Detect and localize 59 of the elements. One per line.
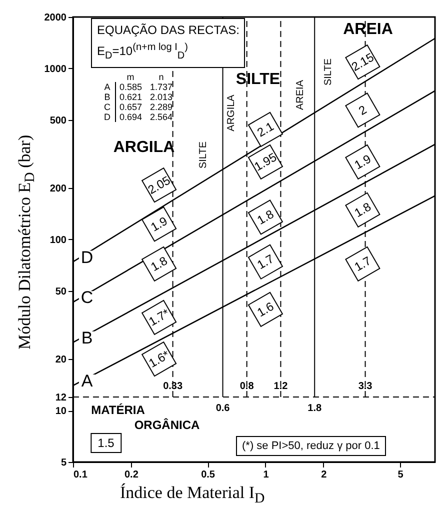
- annotation: ORGÂNICA: [134, 418, 200, 432]
- annotation: 2.1: [254, 119, 276, 140]
- y-tick-label: 500: [50, 115, 67, 126]
- series-label: B: [81, 328, 93, 348]
- annotation: 1.7: [352, 254, 374, 274]
- annotation: B 0.621 2.013: [103, 92, 174, 102]
- ref-line-label: 0.8: [240, 380, 254, 392]
- ref-line-label: 1.8: [308, 402, 322, 414]
- y-tick-label: 200: [50, 184, 67, 195]
- annotation: ARGILA: [113, 139, 175, 156]
- annotation: AREIA: [343, 21, 393, 38]
- annotation: 1.7*: [146, 306, 172, 329]
- y-tick-label: 12: [55, 392, 67, 404]
- y-tick-label: 50: [55, 286, 67, 298]
- annotation: EQUAÇÃO DAS RECTAS:: [97, 23, 240, 37]
- annotation: (*) se PI>50, reduz γ por 0.1: [236, 436, 386, 456]
- annotation: 1.9: [148, 214, 170, 234]
- annotation: 2.05: [145, 173, 173, 198]
- ref-line-label: 1.2: [274, 380, 288, 392]
- ref-line-label: 0.6: [216, 402, 230, 414]
- series-label: D: [80, 248, 94, 267]
- annotation: SILTE: [236, 71, 280, 88]
- annotation: A 0.585 1.737: [103, 82, 174, 92]
- text: m n: [126, 72, 164, 82]
- series-label: C: [80, 288, 94, 308]
- series-label: A: [81, 372, 94, 391]
- annotation: AREIA: [295, 80, 306, 110]
- ref-line-label: 3.3: [358, 380, 373, 392]
- ref-line-label: 0.33: [163, 380, 183, 392]
- annotation: 1.7: [254, 251, 276, 272]
- annotation: MATÉRIA: [91, 403, 145, 417]
- x-tick-label: 2: [321, 470, 328, 480]
- annotation: C 0.657 2.289: [103, 102, 174, 112]
- annotation: 2: [356, 102, 370, 118]
- y-tick-label: 5: [60, 458, 67, 468]
- annotation: 1.95: [252, 150, 280, 174]
- annotation: 2.15: [349, 50, 377, 74]
- annotation: 1.5: [90, 433, 122, 453]
- y-tick-label: 100: [50, 235, 67, 246]
- annotation: D 0.694 2.564: [103, 112, 174, 122]
- annotation: ARGILA: [226, 94, 237, 132]
- annotation: SILTE: [323, 58, 334, 86]
- x-tick-label: 0.2: [124, 470, 139, 480]
- x-tick-label: 5: [398, 470, 404, 480]
- y-tick-label: 2000: [44, 12, 67, 24]
- x-tick-label: 0.5: [201, 470, 216, 480]
- x-tick-label: 1: [263, 470, 270, 480]
- annotation: 1.8: [254, 206, 276, 228]
- x-axis-title: Índice de Material I$_{D}$: [120, 483, 265, 508]
- annotation: SILTE: [198, 141, 209, 169]
- x-tick-label: 0.1: [74, 470, 88, 480]
- y-tick-label: 10: [55, 406, 67, 418]
- annotation: 1.6: [254, 299, 276, 320]
- annotation: 1.6*: [146, 347, 172, 370]
- y-tick-label: 20: [55, 354, 67, 366]
- annotation: 1.9: [352, 152, 374, 172]
- y-tick-label: 1000: [44, 64, 67, 75]
- annotation: 1.8: [148, 254, 170, 274]
- annotation: 1.8: [352, 199, 374, 220]
